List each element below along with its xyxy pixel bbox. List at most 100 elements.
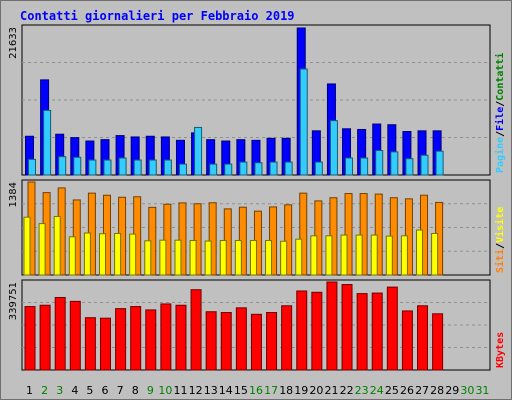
bar-pages-day-19: [299, 68, 308, 176]
bar-pages-day-24: [375, 150, 384, 176]
bar-pages-day-2: [43, 109, 52, 176]
bar-visits-day-20: [310, 235, 318, 276]
day-label-17: 17: [264, 384, 278, 397]
day-label-28: 28: [430, 384, 444, 397]
day-label-1: 1: [26, 384, 33, 397]
legend-item: Siti: [494, 249, 506, 273]
bar-kbytes-day-28: [432, 313, 444, 371]
bar-sites-day-23: [359, 193, 368, 276]
day-label-30: 30: [460, 384, 474, 397]
bar-kbytes-day-14: [220, 311, 232, 371]
day-label-25: 25: [385, 384, 399, 397]
bar-visits-day-3: [53, 216, 61, 276]
bar-kbytes-day-16: [250, 313, 262, 371]
day-label-19: 19: [294, 384, 308, 397]
bar-pages-day-21: [329, 120, 338, 176]
bar-pages-day-16: [254, 162, 263, 176]
bar-visits-day-22: [340, 234, 348, 276]
bar-kbytes-day-8: [130, 306, 142, 371]
bar-sites-day-22: [344, 193, 353, 276]
day-label-12: 12: [189, 384, 203, 397]
bar-kbytes-day-17: [266, 311, 278, 371]
day-label-23: 23: [355, 384, 369, 397]
chart-title: Contatti giornalieri per Febbraio 2019: [20, 9, 295, 23]
bar-pages-day-11: [178, 163, 187, 176]
bar-pages-day-28: [435, 150, 444, 176]
bar-kbytes-day-9: [145, 309, 157, 371]
bar-visits-day-14: [219, 240, 227, 276]
legend-item: /: [495, 243, 506, 249]
legend-item: Visite: [494, 207, 506, 243]
bar-kbytes-day-2: [39, 304, 51, 371]
day-label-27: 27: [415, 384, 429, 397]
legend-item: /: [495, 101, 506, 107]
bar-visits-day-4: [68, 236, 76, 276]
bar-sites-day-13: [208, 202, 217, 276]
bar-kbytes-day-26: [401, 310, 413, 371]
legend-item: File: [494, 107, 506, 131]
bar-kbytes-day-5: [84, 317, 96, 371]
bar-visits-day-12: [189, 240, 197, 276]
bar-kbytes-day-27: [417, 305, 429, 371]
bar-pages-day-23: [360, 157, 369, 176]
day-label-5: 5: [86, 384, 93, 397]
bar-pages-day-6: [103, 159, 112, 176]
bar-pages-day-8: [133, 159, 142, 176]
panel-top-ymax-label: 21633: [8, 27, 19, 59]
day-label-24: 24: [370, 384, 384, 397]
bar-kbytes-day-12: [190, 289, 202, 371]
bar-pages-day-14: [224, 163, 233, 176]
legend-item: Contatti: [494, 53, 506, 101]
bar-pages-day-20: [314, 161, 323, 176]
bar-visits-day-21: [325, 235, 333, 276]
bar-visits-day-11: [174, 239, 182, 276]
bar-kbytes-day-10: [160, 303, 172, 371]
bar-visits-day-5: [83, 232, 91, 276]
day-label-22: 22: [340, 384, 354, 397]
legend-item: KBytes: [495, 332, 506, 368]
day-label-9: 9: [147, 384, 154, 397]
day-label-29: 29: [445, 384, 459, 397]
bar-pages-day-10: [163, 159, 172, 176]
bar-kbytes-day-3: [54, 296, 66, 371]
day-label-26: 26: [400, 384, 414, 397]
day-label-10: 10: [158, 384, 172, 397]
bar-kbytes-day-7: [115, 308, 127, 371]
bar-kbytes-day-25: [386, 286, 398, 371]
bar-pages-day-1: [28, 158, 36, 176]
day-label-20: 20: [309, 384, 323, 397]
bar-visits-day-18: [280, 240, 288, 276]
bar-kbytes-day-13: [205, 311, 217, 371]
bar-kbytes-day-1: [24, 306, 36, 371]
bar-pages-day-7: [118, 157, 127, 176]
day-label-31: 31: [475, 384, 489, 397]
bar-kbytes-day-20: [311, 291, 323, 371]
day-label-11: 11: [174, 384, 188, 397]
day-label-4: 4: [71, 384, 78, 397]
bar-pages-day-17: [269, 161, 278, 176]
bar-pages-day-3: [58, 156, 67, 176]
day-label-15: 15: [234, 384, 248, 397]
bar-pages-day-26: [405, 158, 414, 176]
day-label-8: 8: [132, 384, 139, 397]
bar-kbytes-day-23: [356, 293, 368, 371]
bar-visits-day-27: [416, 229, 424, 276]
bar-visits-day-25: [385, 235, 393, 276]
bar-pages-day-13: [209, 163, 218, 176]
bar-visits-day-10: [159, 239, 167, 276]
day-label-16: 16: [249, 384, 263, 397]
panel-middle-legend: Siti/Visite: [494, 207, 506, 273]
bar-sites-day-19: [299, 192, 308, 276]
bar-visits-day-28: [431, 232, 439, 276]
bar-pages-day-18: [284, 161, 293, 176]
bar-visits-day-9: [144, 240, 152, 276]
bar-kbytes-day-18: [281, 305, 293, 371]
day-label-7: 7: [117, 384, 124, 397]
bar-visits-day-16: [249, 240, 257, 276]
bar-visits-day-19: [295, 238, 303, 276]
bar-pages-day-5: [88, 159, 97, 176]
panel-bottom-legend: KBytes: [495, 332, 506, 368]
day-label-21: 21: [324, 384, 338, 397]
bar-kbytes-day-22: [341, 284, 353, 371]
